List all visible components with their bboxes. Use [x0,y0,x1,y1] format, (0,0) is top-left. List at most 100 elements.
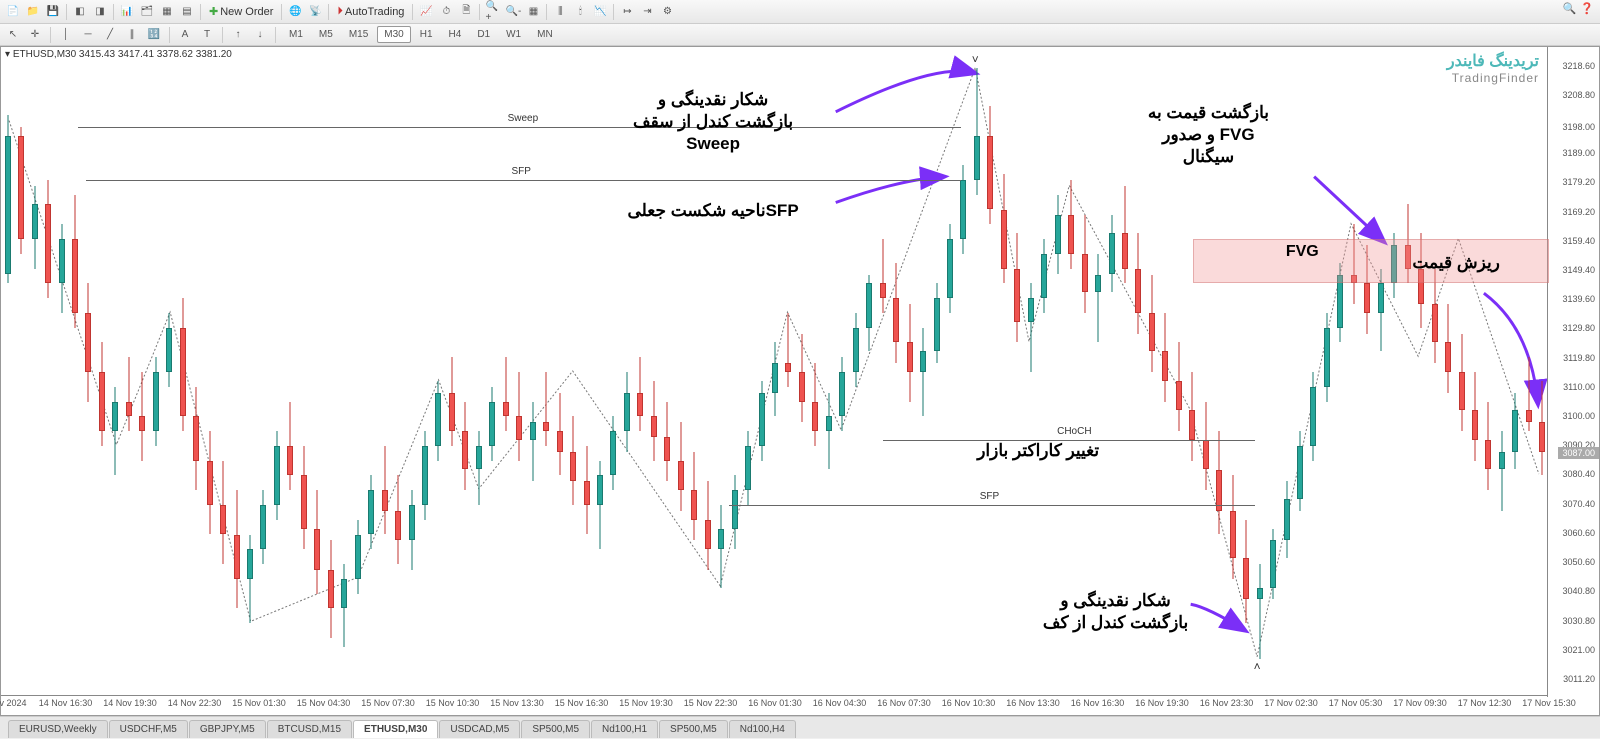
tab-sp500-m5[interactable]: SP500,M5 [521,720,590,738]
bar-chart-icon[interactable]: ⫼ [551,3,569,21]
sfp-top-label: SFP [508,166,533,177]
shift-icon[interactable]: ↦ [618,3,636,21]
candle [1336,47,1344,697]
candle [313,47,321,697]
price-tick: 3110.00 [1563,382,1595,392]
candle [286,47,294,697]
search-icon[interactable]: 🔍 [1563,2,1577,15]
crosshair-icon[interactable]: ✛ [26,26,44,44]
tester-icon[interactable]: ▤ [178,3,196,21]
hline-icon[interactable]: ─ [79,26,97,44]
price-tick: 3040.80 [1562,586,1595,596]
autotrading-button[interactable]: ⏵AutoTrading [333,5,408,18]
candle [475,47,483,697]
annotation-a4: ریزش قیمت [1366,252,1546,274]
tile-icon[interactable]: ▦ [524,3,542,21]
candle [933,47,941,697]
profile2-icon[interactable]: ◨ [91,3,109,21]
text-label-icon[interactable]: T [198,26,216,44]
scroll-icon[interactable]: ⇥ [638,3,656,21]
text-icon[interactable]: A [176,26,194,44]
profile-icon[interactable]: ◧ [71,3,89,21]
tab-nd100-h4[interactable]: Nd100,H4 [729,720,796,738]
signals-icon[interactable]: 📡 [306,3,324,21]
indicator-list-icon[interactable]: ⚙ [658,3,676,21]
tab-usdcad-m5[interactable]: USDCAD,M5 [439,720,520,738]
sweep-label: Sweep [505,113,542,124]
tab-sp500-m5[interactable]: SP500,M5 [659,720,728,738]
timeframe-w1[interactable]: W1 [499,26,528,43]
candle [556,47,564,697]
candle [233,47,241,697]
candle [811,47,819,697]
new-order-button[interactable]: ✚New Order [205,5,277,18]
indicator-icon[interactable]: 📈 [417,3,435,21]
candle [1538,47,1546,697]
sfp-bottom-label: SFP [977,491,1002,502]
navigator-icon[interactable]: 🗂 [138,3,156,21]
annotation-a2: SFPناحیه شکست جعلی [623,200,803,222]
terminal-icon[interactable]: ▦ [158,3,176,21]
tab-gbpjpy-m5[interactable]: GBPJPY,M5 [189,720,266,738]
line-chart-icon[interactable]: 📉 [591,3,609,21]
help-icon[interactable]: ❓ [1580,2,1594,15]
candle [515,47,523,697]
price-tick: 3169.20 [1562,207,1595,217]
sfp-top-line [86,180,961,181]
candle [502,47,510,697]
zoom-out-icon[interactable]: 🔍- [504,3,522,21]
time-tick: 15 Nov 04:30 [297,698,351,708]
time-tick: 16 Nov 13:30 [1006,698,1060,708]
period-icon[interactable]: ⏱ [437,3,455,21]
market-watch-icon[interactable]: 📊 [118,3,136,21]
candle [58,47,66,697]
time-tick: 15 Nov 01:30 [232,698,286,708]
price-tick: 3129.80 [1562,323,1595,333]
chart-area[interactable]: ˅˄ SweepSFPCHoCHSFPFVGشکار نقدینگی وبازگ… [1,47,1547,695]
trendline-icon[interactable]: ╱ [101,26,119,44]
candle [152,47,160,697]
cursor-icon[interactable]: ↖ [4,26,22,44]
new-file-icon[interactable]: 📄 [4,3,22,21]
timeframe-d1[interactable]: D1 [470,26,497,43]
price-tick: 3119.80 [1563,353,1595,363]
candle [1458,47,1466,697]
candle [1377,47,1385,697]
time-tick: 16 Nov 01:30 [748,698,802,708]
time-tick: 17 Nov 12:30 [1458,698,1512,708]
channel-icon[interactable]: ∥ [123,26,141,44]
bid-price-marker: 3087.00 [1558,447,1599,459]
timeframe-m5[interactable]: M5 [312,26,340,43]
candle [381,47,389,697]
time-tick: 17 Nov 05:30 [1329,698,1383,708]
timeframe-m30[interactable]: M30 [377,26,410,43]
time-tick: 16 Nov 07:30 [877,698,931,708]
timeframe-m1[interactable]: M1 [282,26,310,43]
template-icon[interactable]: 🗎 [457,3,475,21]
vline-icon[interactable]: │ [57,26,75,44]
tab-eurusd-weekly[interactable]: EURUSD,Weekly [8,720,108,738]
candle [973,47,981,697]
timeframe-h1[interactable]: H1 [413,26,440,43]
candle [44,47,52,697]
candle-chart-icon[interactable]: 🕯 [571,3,589,21]
save-icon[interactable]: 💾 [44,3,62,21]
tab-usdchf-m5[interactable]: USDCHF,M5 [109,720,188,738]
metaquotes-icon[interactable]: 🌐 [286,3,304,21]
candle [919,47,927,697]
fibo-icon[interactable]: 🔢 [145,26,163,44]
candle [609,47,617,697]
timeframe-h4[interactable]: H4 [442,26,469,43]
candle [1350,47,1358,697]
arrow-down-icon[interactable]: ↓ [251,26,269,44]
folder-icon[interactable]: 📁 [24,3,42,21]
fvg-label: FVG [1286,243,1319,261]
arrow-up-icon[interactable]: ↑ [229,26,247,44]
tab-ethusd-m30[interactable]: ETHUSD,M30 [353,720,438,738]
tab-nd100-h1[interactable]: Nd100,H1 [591,720,658,738]
tab-btcusd-m15[interactable]: BTCUSD,M15 [267,720,352,738]
candle [192,47,200,697]
timeframe-m15[interactable]: M15 [342,26,375,43]
timeframe-mn[interactable]: MN [530,26,560,43]
zoom-in-icon[interactable]: 🔍+ [484,3,502,21]
